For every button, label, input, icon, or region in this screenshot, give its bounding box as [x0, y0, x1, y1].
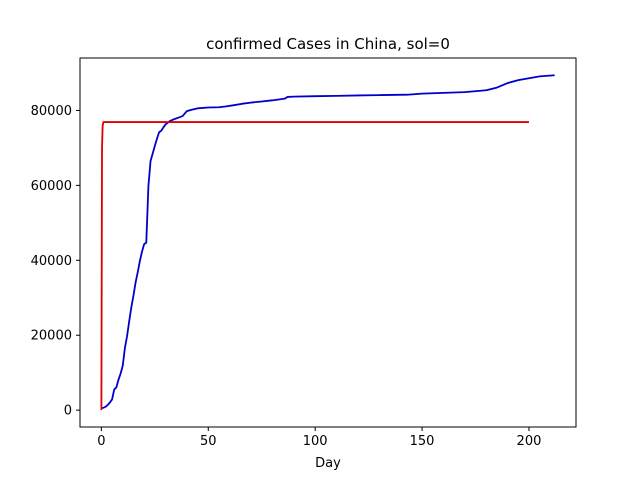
- x-tick-label: 0: [97, 434, 105, 449]
- y-tick-label: 80000: [31, 104, 72, 119]
- x-axis-title: Day: [315, 456, 341, 471]
- series-line-2: [100, 121, 529, 411]
- series-line-1: [101, 74, 555, 409]
- y-tick-label: 0: [64, 404, 72, 419]
- y-tick-label: 20000: [31, 329, 72, 344]
- y-tick-label: 60000: [31, 179, 72, 194]
- x-tick-label: 200: [517, 434, 542, 449]
- plot-lines: [100, 74, 555, 411]
- plot-frame: [79, 57, 577, 428]
- y-tick-label: 40000: [31, 254, 72, 269]
- x-tick-label: 150: [410, 434, 435, 449]
- chart-title: confirmed Cases in China, sol=0: [206, 35, 450, 53]
- x-axis: 0 50 100 150 200: [97, 427, 541, 449]
- x-tick-label: 100: [303, 434, 328, 449]
- y-axis: 0 20000 40000 60000 80000: [31, 104, 80, 419]
- x-tick-label: 50: [200, 434, 217, 449]
